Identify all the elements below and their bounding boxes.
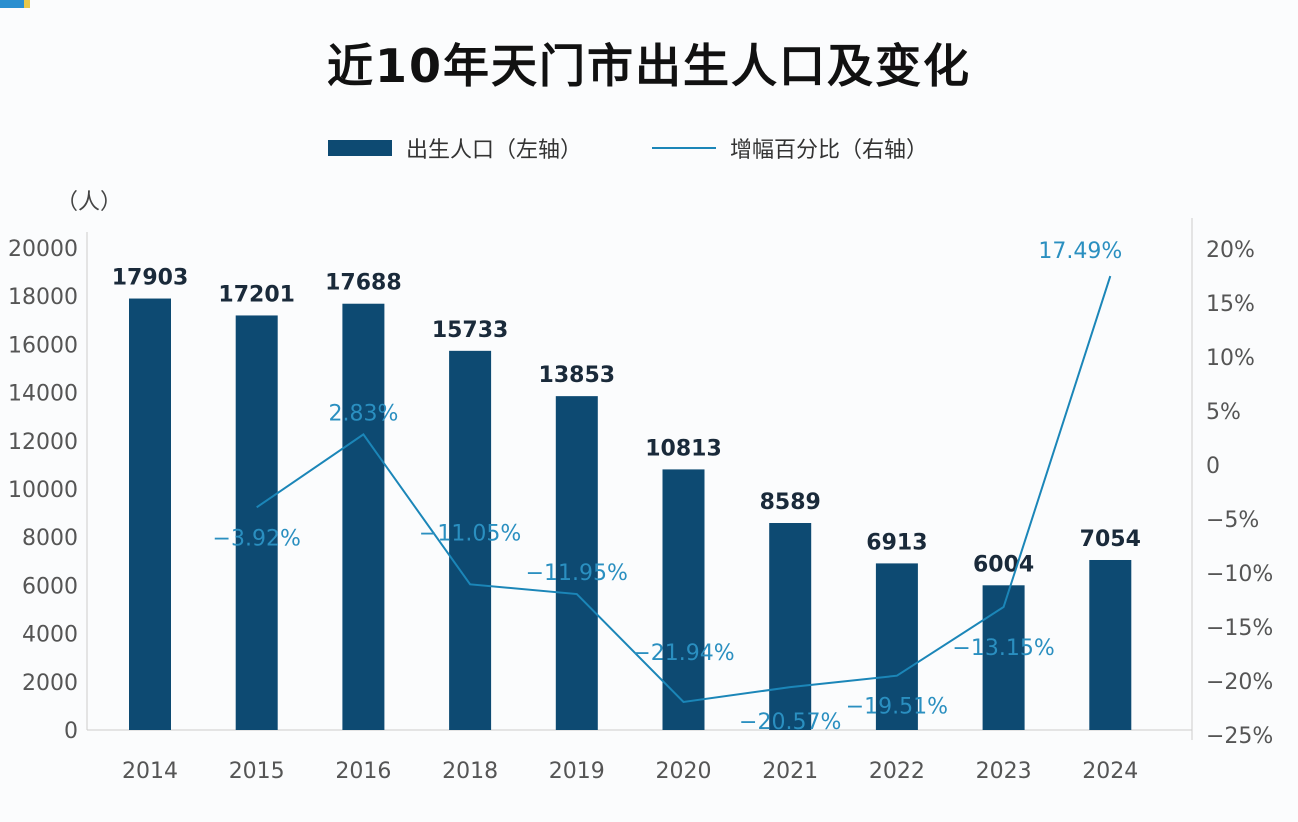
bar-value-label: 17201 [218,282,295,307]
right-tick-label: 10% [1206,346,1255,371]
bar-2016 [342,303,385,730]
x-tick-label: 2020 [656,759,712,784]
growth-value-label: −21.94% [632,641,734,666]
left-tick-label: 16000 [8,333,78,358]
left-tick-label: 8000 [22,526,78,551]
legend-line-label: 增幅百分比（右轴） [730,138,929,163]
x-tick-label: 2014 [122,759,178,784]
x-tick-label: 2022 [869,759,925,784]
left-tick-label: 14000 [8,382,78,407]
legend: 出生人口（左轴） 增幅百分比（右轴） [328,132,928,164]
bar-2022 [875,563,918,730]
right-tick-label: −10% [1206,562,1273,587]
left-tick-label: 18000 [8,285,78,310]
bar-2024 [1089,559,1132,730]
bar-2018 [449,350,492,730]
right-tick-label: 5% [1206,400,1241,425]
x-tick-label: 2015 [229,759,285,784]
right-tick-label: 15% [1206,292,1255,317]
left-axis-unit: （人） [56,190,123,215]
legend-line-swatch [652,147,717,149]
left-tick-label: 2000 [22,671,78,696]
right-tick-label: −20% [1206,670,1273,695]
bar-value-label: 6004 [973,552,1034,577]
growth-value-label: 2.83% [328,401,398,426]
bar-value-label: 8589 [760,490,821,515]
bar-2020 [662,469,705,730]
legend-bar-swatch [328,140,392,156]
growth-value-label: 17.49% [1038,239,1122,264]
growth-value-label: −3.92% [213,526,301,551]
x-tick-label: 2024 [1082,759,1138,784]
x-tick-label: 2016 [335,759,391,784]
growth-value-label: −11.05% [419,521,521,546]
bar-2023 [982,585,1025,730]
left-tick-label: 6000 [22,574,78,599]
legend-bar-label: 出生人口（左轴） [406,138,583,163]
growth-value-label: −20.57% [739,710,841,735]
right-tick-label: −15% [1206,616,1273,641]
bar-value-label: 10813 [645,436,722,461]
left-tick-label: 0 [64,719,78,744]
bar-2014 [129,298,171,730]
x-tick-label: 2021 [762,759,818,784]
left-tick-label: 12000 [8,430,78,455]
bar-2015 [235,315,278,730]
bar-2019 [555,396,598,730]
bar-value-label: 17903 [112,266,189,291]
left-tick-label: 10000 [8,478,78,503]
bar-value-label: 15733 [432,318,509,343]
right-tick-label: 0 [1206,454,1220,479]
bar-2021 [769,523,812,730]
x-tick-label: 2023 [976,759,1032,784]
growth-value-label: −19.51% [846,695,948,720]
bar-value-label: 13853 [539,363,616,388]
right-tick-label: −5% [1206,508,1259,533]
x-tick-label: 2018 [442,759,498,784]
right-tick-label: 20% [1206,238,1255,263]
bar-value-label: 6913 [866,530,927,555]
left-tick-label: 20000 [8,237,78,262]
growth-value-label: −13.15% [952,636,1054,661]
right-tick-label: −25% [1206,724,1273,749]
growth-value-label: −11.95% [526,561,628,586]
corner-decoration [0,0,30,8]
chart-title: 近10年天门市出生人口及变化 [326,39,971,93]
bar-value-label: 17688 [325,271,402,296]
left-tick-label: 4000 [22,623,78,648]
x-tick-label: 2019 [549,759,605,784]
bar-value-label: 7054 [1080,527,1141,552]
